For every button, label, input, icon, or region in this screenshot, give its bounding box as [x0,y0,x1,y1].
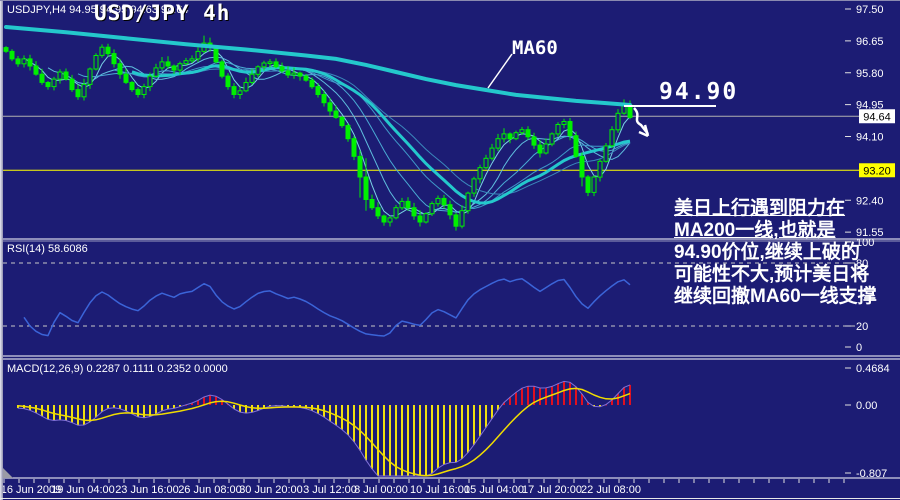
macd-indicator-label: MACD(12,26,9) 0.2287 0.1111 0.2352 0.000… [7,363,228,375]
rsi-axis-label: 0 [856,342,862,354]
breakdown-arrow-head [638,124,650,138]
macd-pane [17,380,631,477]
rsi-axis-label: 20 [856,321,868,333]
time-axis-label: 22 Jul 08:00 [581,484,641,496]
analysis-note: 美日上行遇到阻力在 MA200一线,也就是 94.90价位,继续上破的 可能性不… [674,198,877,308]
time-axis-label: 19 Jun 04:00 [51,484,115,496]
note-line-2: MA200一线,也就是 [674,220,836,241]
time-axis-label: 3 Jul 12:00 [303,484,357,496]
candles-series [3,35,633,231]
ma60-annotation-label[interactable]: MA60 [512,37,558,59]
price-axis-label: 94.95 [856,100,884,112]
resistance-line-segment [624,105,716,107]
time-axis-label: 15 Jul 04:00 [464,484,524,496]
window-left-border [0,1,3,500]
price-axis-label: 94.10 [856,132,884,144]
macd-line [17,380,631,477]
rsi-pane [3,262,858,337]
resistance-price-callout[interactable]: 94.90 [659,79,739,105]
macd-signal-line [17,387,631,477]
price-axis-label: 96.65 [856,36,884,48]
note-line-4: 可能性不大,预计美日将 [674,264,870,285]
scroll-corner-marker[interactable] [3,468,13,478]
ma-overlay-thick [4,25,632,107]
time-axis-label: 16 Jun 2009 [1,484,62,496]
ma60-pointer-line [487,53,513,89]
time-axis-label: 17 Jul 20:00 [522,484,582,496]
time-axis-label: 8 Jul 00:00 [354,484,408,496]
note-line-3: 94.90价位,继续上破的 [674,242,860,263]
time-axis-label: 30 Jun 20:00 [239,484,303,496]
rsi-axis-label: 100 [856,237,874,249]
rsi-line [23,278,631,337]
price-axis-label: 92.40 [856,195,884,207]
price-axis: 97.50 96.65 95.80 94.95 94.10 92.40 91.55 94.64… [845,4,895,480]
pane-separators [0,238,900,479]
price-tag: 93.20 [863,165,891,177]
breakdown-arrow [633,107,649,135]
rsi-indicator-label: RSI(14) 58.6086 [7,243,88,255]
note-line-1: 美日上行遇到阻力在 [674,198,846,219]
price-tag: 94.64 [863,111,891,123]
note-line-5: 继续回撤MA60一线支撑 [674,286,877,307]
time-axis-label: 23 Jun 16:00 [115,484,179,496]
macd-axis-label: 0.4684 [856,363,890,375]
ma-mid-thick [131,64,631,205]
macd-axis-label: -0.807 [856,468,887,480]
chart-title: USD/JPY 4h [94,1,231,25]
macd-axis-label: 0.00 [856,400,877,412]
rsi-axis-label: 80 [856,258,868,270]
ohlc-status-line: USDJPY,H4 94.95 94.95 94.63 94.64 [7,4,189,16]
price-axis-label: 91.55 [856,227,884,239]
window-bottom-border [0,498,900,499]
time-axis-label: 10 Jul 16:00 [410,484,470,496]
price-axis-label: 95.80 [856,68,884,80]
price-axis-label: 97.50 [856,4,884,16]
time-axis-label: 26 Jun 08:00 [178,484,242,496]
